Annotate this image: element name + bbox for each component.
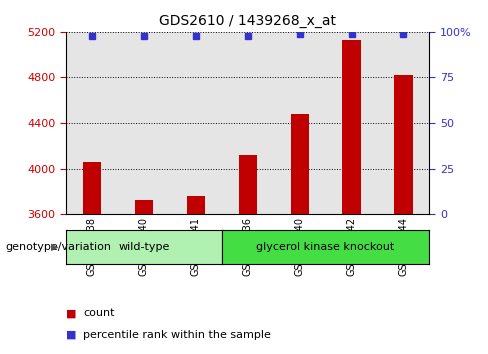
- Text: percentile rank within the sample: percentile rank within the sample: [83, 330, 271, 339]
- Title: GDS2610 / 1439268_x_at: GDS2610 / 1439268_x_at: [159, 14, 336, 28]
- Bar: [239, 155, 257, 214]
- Bar: [394, 75, 412, 214]
- Bar: [290, 114, 309, 214]
- Text: genotype/variation: genotype/variation: [5, 242, 111, 252]
- Bar: [135, 200, 153, 214]
- Bar: [378, 32, 429, 214]
- Bar: [274, 32, 325, 214]
- Text: ▶: ▶: [51, 242, 59, 252]
- Text: ■: ■: [66, 330, 77, 339]
- Text: ■: ■: [66, 308, 77, 318]
- Text: count: count: [83, 308, 115, 318]
- Bar: [343, 40, 361, 214]
- Bar: [66, 32, 118, 214]
- Bar: [186, 196, 205, 214]
- Bar: [325, 32, 378, 214]
- Bar: [170, 32, 222, 214]
- Text: glycerol kinase knockout: glycerol kinase knockout: [256, 242, 395, 252]
- Text: wild-type: wild-type: [118, 242, 169, 252]
- Bar: [83, 162, 101, 214]
- Bar: [222, 32, 274, 214]
- Bar: [118, 32, 170, 214]
